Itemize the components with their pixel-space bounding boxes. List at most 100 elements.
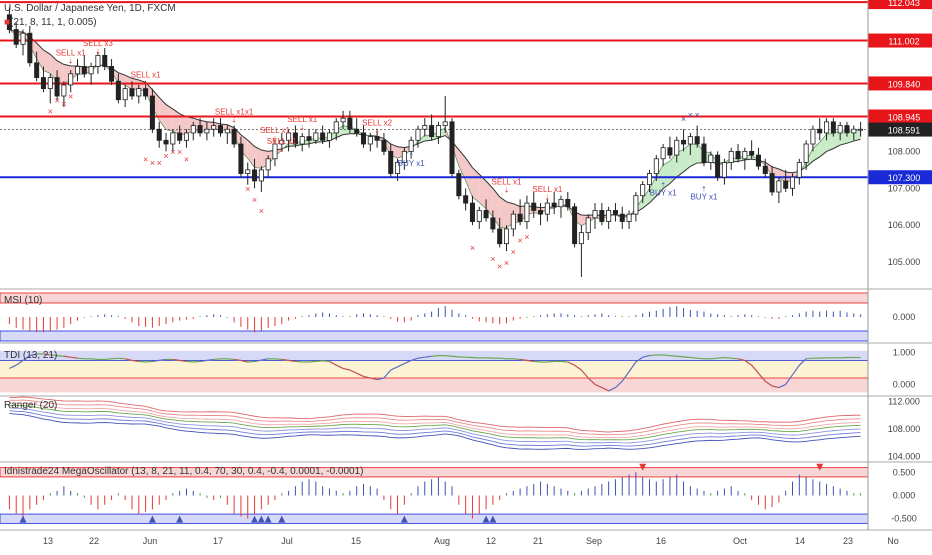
- signal-arrow: ⇡: [660, 182, 666, 190]
- candle: [416, 129, 420, 140]
- candle: [198, 126, 202, 133]
- candle: [661, 148, 665, 159]
- signal-label: BUY x1: [650, 189, 678, 198]
- candle: [273, 144, 277, 159]
- candle: [41, 78, 45, 89]
- tdi-line: [690, 358, 697, 359]
- candle: [423, 126, 427, 130]
- candle: [450, 122, 454, 174]
- candle: [838, 126, 842, 133]
- msi-tick: 0.000: [893, 312, 916, 322]
- sell-mark: ×: [184, 154, 189, 164]
- x-tick-label: 12: [486, 536, 496, 546]
- x-tick-label: 16: [656, 536, 666, 546]
- candle: [559, 199, 563, 206]
- candle: [321, 133, 325, 140]
- candle: [688, 137, 692, 144]
- candle: [763, 166, 767, 173]
- tdi-line: [718, 358, 725, 359]
- tdi-line: [445, 356, 452, 357]
- candle: [607, 210, 611, 221]
- tdi-line: [500, 358, 507, 359]
- sell-mark: ×: [259, 206, 264, 216]
- candle: [620, 214, 624, 221]
- candle: [157, 129, 161, 140]
- signal-arrow: ⇣: [95, 48, 101, 56]
- signal-label: BUY x1: [690, 192, 718, 201]
- signal-arrow: ⇣: [279, 146, 285, 154]
- sell-mark: ×: [157, 158, 162, 168]
- signal-arrow: ⇡: [701, 185, 707, 193]
- sell-mark: ×: [177, 147, 182, 157]
- candle: [750, 151, 754, 155]
- sell-mark: ×: [497, 262, 502, 272]
- tdi-line: [139, 361, 146, 362]
- signal-label: SELL x3: [83, 39, 113, 48]
- candle: [681, 140, 685, 144]
- signal-arrow: ⇣: [68, 57, 74, 65]
- signal-label: SELL x1: [131, 71, 161, 80]
- tdi-line: [731, 358, 738, 359]
- sell-mark: ×: [252, 195, 257, 205]
- candle: [436, 126, 440, 137]
- tdi-tick: 0.000: [893, 379, 916, 389]
- sell-mark: ×: [517, 236, 522, 246]
- candle: [641, 185, 645, 196]
- tdi-mid-band: [0, 360, 868, 378]
- candle: [613, 210, 617, 214]
- candle: [184, 133, 188, 140]
- candle: [511, 214, 515, 229]
- msi-lower-band: [0, 331, 868, 341]
- cloud-segment: [820, 134, 827, 157]
- candle: [858, 129, 862, 130]
- candle: [518, 214, 522, 221]
- sell-mark: ×: [511, 247, 516, 257]
- signal-label: SELL x1x1: [215, 107, 254, 116]
- indicator-params: ■(21, 8, 11, 1, 0.005): [4, 17, 97, 28]
- sell-mark: ×: [61, 99, 66, 109]
- candle: [355, 129, 359, 133]
- candle: [341, 118, 345, 122]
- candle: [266, 159, 270, 170]
- candle: [109, 66, 113, 81]
- candle: [116, 81, 120, 99]
- buy-mark: ×: [695, 110, 700, 120]
- candle: [89, 66, 93, 73]
- signal-label: SELL x1: [260, 126, 290, 135]
- candle: [627, 214, 631, 221]
- msi-upper-band: [0, 293, 868, 303]
- tdi-line: [316, 361, 323, 362]
- candle: [137, 89, 141, 96]
- sell-mark: ×: [54, 95, 59, 105]
- tdi-line: [711, 358, 718, 359]
- candle: [695, 137, 699, 144]
- candle: [484, 210, 488, 217]
- candle: [55, 78, 59, 96]
- candle: [579, 233, 583, 244]
- tdi-line: [534, 361, 541, 362]
- candle: [464, 196, 468, 203]
- candle: [103, 55, 107, 66]
- candle: [28, 33, 32, 63]
- candle: [756, 155, 760, 166]
- candle: [246, 170, 250, 174]
- candle: [586, 218, 590, 233]
- x-tick-label: Jul: [281, 536, 293, 546]
- candle: [75, 66, 79, 73]
- signal-label: SELL x1: [532, 185, 562, 194]
- candle: [477, 210, 481, 221]
- candle: [545, 203, 549, 214]
- candle: [736, 151, 740, 158]
- sell-mark: ×: [504, 258, 509, 268]
- candle: [62, 85, 66, 96]
- oscillator-label: Idnistrade24 MegaOscillator (13, 8, 21, …: [4, 466, 363, 477]
- tdi-line: [214, 359, 221, 360]
- tdi-line: [452, 356, 459, 357]
- candle: [382, 140, 386, 151]
- signal-label: SELL x1: [56, 48, 86, 57]
- tdi-label: TDI (13, 21): [4, 350, 57, 361]
- y-tick-label: 106.000: [888, 220, 921, 230]
- candle: [300, 137, 304, 144]
- candle: [743, 151, 747, 158]
